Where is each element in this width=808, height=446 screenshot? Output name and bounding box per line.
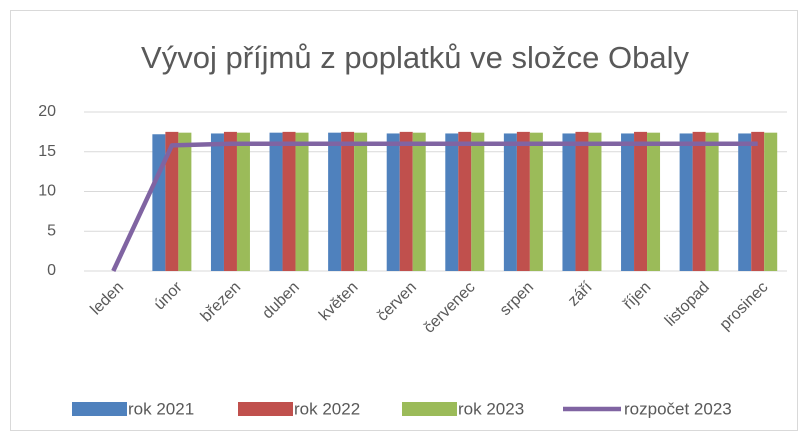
bar <box>471 132 485 271</box>
bar <box>562 133 576 271</box>
bar <box>165 131 179 271</box>
bar <box>386 133 400 271</box>
bar <box>399 131 413 271</box>
bar <box>152 134 166 271</box>
bar <box>764 132 778 271</box>
bar <box>328 132 342 271</box>
bar <box>692 131 706 271</box>
bar <box>529 132 543 271</box>
bar <box>634 131 648 271</box>
bar <box>236 132 250 271</box>
y-tick-label: 20 <box>38 103 56 120</box>
legend-label: rozpočet 2023 <box>624 399 732 418</box>
y-tick-label: 10 <box>38 183 56 200</box>
bar <box>516 131 530 271</box>
bar <box>269 132 283 271</box>
bar <box>575 131 589 271</box>
bar <box>503 133 517 271</box>
y-tick-label: 0 <box>47 262 56 279</box>
bar <box>679 133 693 271</box>
bar <box>621 133 635 271</box>
bar <box>458 131 472 271</box>
legend-label: rok 2021 <box>128 399 194 418</box>
bar <box>341 131 355 271</box>
bar <box>412 132 426 271</box>
legend-swatch <box>238 402 293 416</box>
line <box>111 141 758 272</box>
bar <box>751 131 765 271</box>
bar <box>445 133 459 271</box>
bar <box>705 132 719 271</box>
bar <box>178 132 192 271</box>
legend-label: rok 2023 <box>458 399 524 418</box>
y-tick-label: 15 <box>38 143 56 160</box>
bar <box>223 131 237 271</box>
y-tick-label: 5 <box>47 222 56 239</box>
legend-label: rok 2022 <box>294 399 360 418</box>
bar <box>647 132 661 271</box>
bar <box>588 132 602 271</box>
bar <box>354 132 368 271</box>
bar <box>738 133 752 271</box>
chart-title: Vývoj příjmů z poplatků ve složce Obaly <box>141 40 689 75</box>
legend-swatch <box>72 402 127 416</box>
bar <box>295 132 309 271</box>
bar <box>282 131 296 271</box>
bar <box>210 133 224 271</box>
legend-swatch <box>402 402 457 416</box>
